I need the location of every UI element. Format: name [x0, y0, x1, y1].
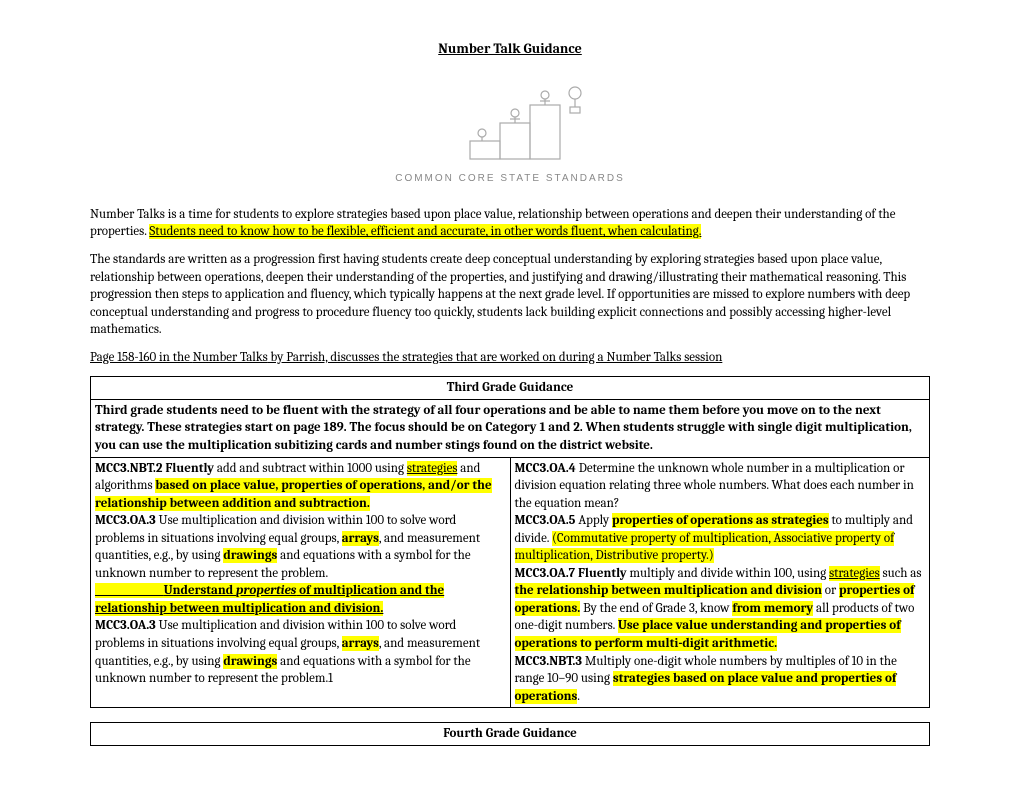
- fourth-grade-header: Fourth Grade Guidance: [91, 723, 930, 746]
- understand-prefix: [95, 583, 164, 598]
- understand-line: Understand properties of multiplication …: [95, 583, 444, 616]
- nbt2-hl2: based on place value, properties of oper…: [95, 478, 492, 511]
- oa7-c: or: [822, 583, 839, 598]
- logo-caption: COMMON CORE STATE STANDARDS: [90, 172, 930, 186]
- oa7-b: such as: [880, 566, 922, 581]
- fourth-grade-table: Fourth Grade Guidance: [90, 722, 930, 746]
- intro-paragraph-2: The standards are written as a progressi…: [90, 251, 930, 339]
- intro-paragraph-1: Number Talks is a time for students to e…: [90, 206, 930, 241]
- oa7-hl1: strategies: [829, 566, 880, 581]
- logo-block: COMMON CORE STATE STANDARDS: [90, 83, 930, 186]
- oa3b-hl1: arrays: [342, 636, 379, 651]
- oa3-hl2: drawings: [223, 548, 277, 563]
- oa7-hl2: the relationship between multiplication …: [515, 583, 822, 598]
- oa7-label: MCC3.OA.7 Fluently: [515, 566, 627, 581]
- intro-p3-book: Number Talks: [193, 350, 268, 365]
- intro-p1-highlight: Students need to know how to be flexible…: [149, 224, 701, 239]
- nbt2-a: add and subtract within 1000 using: [214, 461, 407, 476]
- oa4-label: MCC3.OA.4: [515, 461, 576, 476]
- oa3-hl1: arrays: [342, 531, 379, 546]
- page-title: Number Talk Guidance: [90, 40, 930, 59]
- oa3b-hl2: drawings: [223, 654, 277, 669]
- third-grade-table: Third Grade Guidance Third grade student…: [90, 376, 930, 708]
- intro-p3-a: Page 158-160 in the: [90, 350, 193, 365]
- third-right-cell: MCC3.OA.4 Determine the unknown whole nu…: [510, 457, 930, 708]
- third-grade-intro: Third grade students need to be fluent w…: [91, 399, 930, 457]
- third-grade-header: Third Grade Guidance: [91, 377, 930, 400]
- oa3-label: MCC3.OA.3: [95, 513, 156, 528]
- third-left-cell: MCC3.NBT.2 Fluently add and subtract wit…: [91, 457, 511, 708]
- nbt3-label: MCC3.NBT.3: [515, 654, 582, 669]
- understand-a: Understand: [164, 583, 236, 598]
- oa7-hl4: from memory: [732, 601, 813, 616]
- nbt2-hl1: strategies: [407, 461, 458, 476]
- oa5-label: MCC3.OA.5: [515, 513, 576, 528]
- intro-paragraph-3: Page 158-160 in the Number Talks by Parr…: [90, 349, 930, 367]
- understand-i: properties: [236, 583, 296, 598]
- oa7-d: By the end of Grade 3, know: [580, 601, 732, 616]
- oa5-a: Apply: [575, 513, 612, 528]
- oa5-hl2: (Commutative property of multiplication,…: [515, 531, 895, 564]
- nbt3-dot: .: [577, 689, 580, 704]
- nbt2-label: MCC3.NBT.2 Fluently: [95, 461, 214, 476]
- oa7-a: multiply and divide within 100, using: [627, 566, 829, 581]
- oa5-hl1: properties of operations as strategies: [612, 513, 829, 528]
- oa3b-label: MCC3.OA.3: [95, 618, 156, 633]
- intro-p3-b: by Parrish, discusses the strategies tha…: [268, 350, 723, 365]
- standards-illustration: [420, 83, 600, 163]
